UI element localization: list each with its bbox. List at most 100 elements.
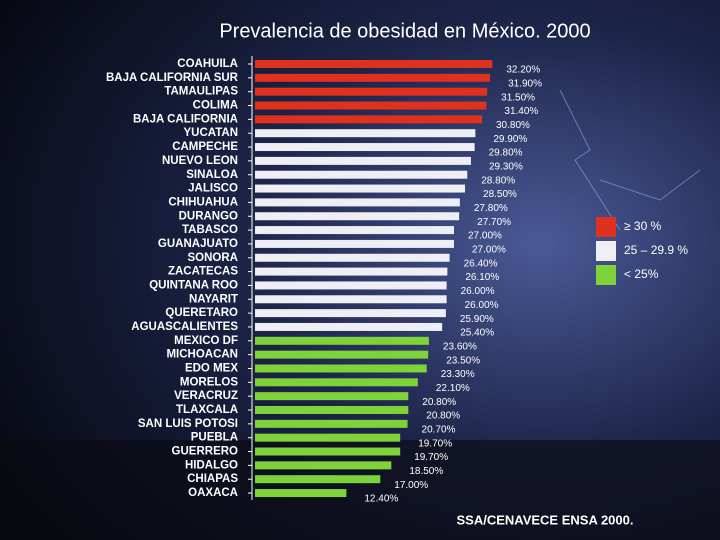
- category-label: ZACATECAS: [168, 266, 238, 278]
- bar: [255, 170, 468, 179]
- category-label: TAMAULIPAS: [164, 86, 238, 98]
- bar: [255, 433, 401, 442]
- value-label: 32.20%: [506, 65, 540, 76]
- bar: [255, 226, 454, 235]
- category-label: CHIHUAHUA: [168, 196, 238, 208]
- value-label: 26.00%: [461, 286, 495, 297]
- bar: [255, 309, 446, 318]
- value-label: 29.90%: [493, 134, 527, 145]
- value-label: 23.60%: [443, 341, 477, 352]
- bar: [255, 392, 409, 401]
- value-label: 27.80%: [474, 203, 508, 214]
- category-label: CHIAPAS: [187, 473, 238, 485]
- bar: [255, 461, 392, 470]
- value-label: 19.70%: [418, 438, 452, 449]
- value-label: 26.10%: [465, 272, 499, 283]
- category-label: EDO MEX: [185, 363, 238, 375]
- legend-label: 25 – 29.9 %: [624, 243, 688, 257]
- category-label: MORELOS: [180, 376, 238, 388]
- category-label: COAHUILA: [177, 58, 238, 70]
- bar: [255, 475, 381, 484]
- category-label: CAMPECHE: [172, 141, 238, 153]
- bar: [255, 212, 460, 221]
- category-label: NAYARIT: [189, 293, 238, 305]
- category-label: JALISCO: [188, 183, 238, 195]
- value-label: 30.80%: [496, 120, 530, 131]
- value-label: 20.80%: [422, 397, 456, 408]
- bar: [255, 350, 429, 359]
- category-label: SINALOA: [186, 169, 238, 181]
- legend-swatch: [596, 265, 616, 285]
- bar: [255, 253, 450, 262]
- value-label: 12.40%: [364, 494, 398, 505]
- bar: [255, 489, 347, 498]
- bar: [255, 267, 448, 276]
- category-label: OAXACA: [188, 487, 238, 499]
- value-label: 23.30%: [441, 369, 475, 380]
- value-label: 26.00%: [465, 300, 499, 311]
- value-label: 22.10%: [436, 383, 470, 394]
- category-label: PUEBLA: [191, 432, 238, 444]
- bar: [255, 239, 454, 248]
- value-label: 25.90%: [460, 314, 494, 325]
- category-label: COLIMA: [193, 100, 238, 112]
- city-silhouette: [0, 440, 720, 540]
- category-label: VERACRUZ: [174, 390, 238, 402]
- legend-label: < 25%: [624, 267, 659, 281]
- legend-swatch: [596, 217, 616, 237]
- value-label: 20.70%: [422, 424, 456, 435]
- bar: [255, 447, 401, 456]
- value-label: 17.00%: [394, 480, 428, 491]
- bar: [255, 73, 491, 82]
- category-label: DURANGO: [179, 210, 238, 222]
- bar: [255, 60, 493, 68]
- lightning: [559, 89, 701, 231]
- value-label: 19.70%: [414, 452, 448, 463]
- category-label: MICHOACAN: [166, 349, 238, 361]
- bar: [255, 198, 460, 207]
- value-label: 28.50%: [483, 189, 517, 200]
- value-label: 27.70%: [477, 217, 511, 228]
- bar: [255, 322, 443, 331]
- bar: [255, 101, 487, 110]
- value-label: 27.00%: [468, 231, 502, 242]
- bar: [255, 129, 476, 138]
- category-label: BAJA CALIFORNIA SUR: [106, 72, 239, 84]
- bar: [255, 87, 488, 96]
- category-label: NUEVO LEON: [162, 155, 238, 167]
- value-label: 29.30%: [489, 162, 523, 173]
- value-label: 31.50%: [501, 92, 535, 103]
- value-label: 27.00%: [472, 245, 506, 256]
- source: SSA/CENAVECE ENSA 2000.: [456, 512, 633, 527]
- category-label: SONORA: [188, 252, 238, 264]
- value-label: 23.50%: [446, 355, 480, 366]
- category-label: SAN LUIS POTOSI: [138, 418, 238, 430]
- legend-swatch: [596, 241, 616, 261]
- bar: [255, 156, 471, 165]
- value-label: 25.40%: [460, 328, 494, 339]
- bar: [255, 295, 447, 304]
- category-label: MEXICO DF: [174, 335, 238, 347]
- category-label: TABASCO: [182, 224, 238, 236]
- category-label: BAJA CALIFORNIA: [133, 113, 238, 125]
- bar: [255, 336, 429, 345]
- chart-title: Prevalencia de obesidad en México. 2000: [219, 20, 590, 42]
- value-label: 26.40%: [464, 258, 498, 269]
- value-label: 18.50%: [409, 466, 443, 477]
- bar: [255, 281, 447, 290]
- bar: [255, 184, 466, 193]
- bar: [255, 364, 427, 373]
- category-label: HIDALGO: [185, 459, 238, 471]
- bar: [255, 378, 418, 387]
- bar: [255, 115, 482, 124]
- category-label: TLAXCALA: [176, 404, 238, 416]
- value-label: 28.80%: [481, 175, 515, 186]
- category-label: GUERRERO: [172, 446, 239, 458]
- value-label: 31.90%: [508, 78, 542, 89]
- category-label: QUINTANA ROO: [149, 279, 238, 291]
- legend-label: ≥ 30 %: [624, 219, 662, 233]
- category-label: GUANAJUATO: [158, 238, 238, 250]
- category-label: YUCATAN: [183, 127, 238, 139]
